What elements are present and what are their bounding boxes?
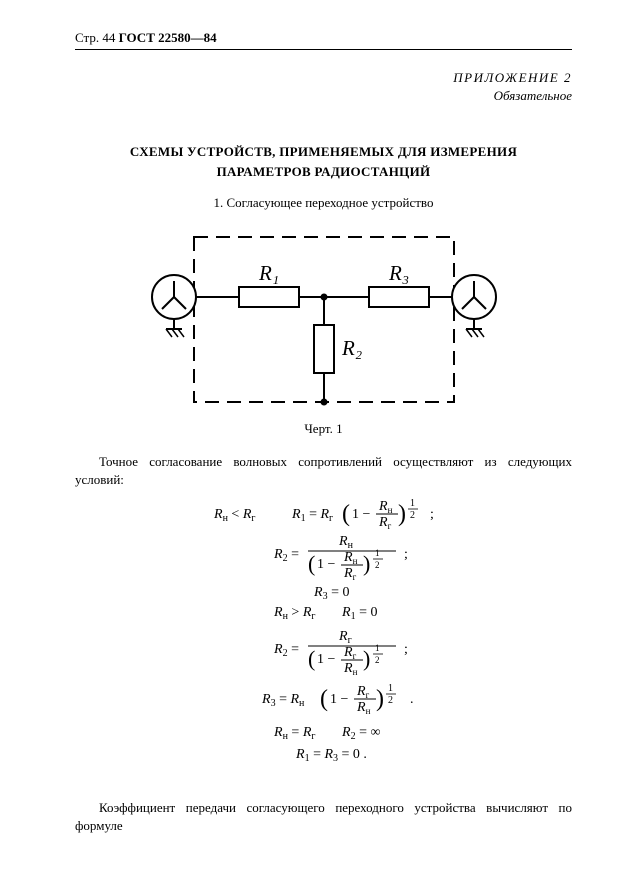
svg-text:): ) <box>398 501 406 527</box>
svg-text:;: ; <box>404 642 408 657</box>
svg-text:Rн: Rн <box>356 700 371 716</box>
equations-svg: Rн < Rг R1 = Rг ( 1 − Rн Rг ) 1 2 ; R2 =… <box>174 498 474 783</box>
svg-text:Rг: Rг <box>343 566 357 582</box>
svg-text:R2 =: R2 = <box>273 547 299 564</box>
r1-resistor <box>239 287 299 307</box>
svg-text:(: ( <box>320 686 328 712</box>
svg-text:): ) <box>363 551 370 576</box>
r1-label: R₁ <box>258 261 279 285</box>
svg-text:Rн: Rн <box>343 550 358 566</box>
section-subtitle: 1. Согласующее переходное устройство <box>75 195 572 211</box>
paragraph-2: Коэффициент передачи согласующего перехо… <box>75 799 572 834</box>
svg-text:Rн > Rг: Rн > Rг <box>273 605 316 622</box>
svg-text:Rн < Rг: Rн < Rг <box>213 507 256 524</box>
svg-text:2: 2 <box>375 655 380 665</box>
title-line2: ПАРАМЕТРОВ РАДИОСТАНЦИЙ <box>217 164 431 179</box>
annex-mandatory: Обязательное <box>75 88 572 104</box>
svg-text:(: ( <box>342 501 350 527</box>
svg-text:Rг: Rг <box>338 629 352 646</box>
svg-text:Rн: Rн <box>338 534 354 551</box>
r2-label: R₂ <box>341 336 362 360</box>
svg-text:;: ; <box>430 507 434 522</box>
svg-text:R1 = Rг: R1 = Rг <box>291 507 333 524</box>
circuit-diagram: R₁ R₃ R₂ <box>144 225 504 415</box>
svg-text:Rг: Rг <box>378 515 392 531</box>
svg-text:1: 1 <box>375 643 380 653</box>
paragraph-1: Точное согласование волновых сопротивлен… <box>75 453 572 488</box>
svg-text:Rг: Rг <box>356 684 370 700</box>
title-line1: СХЕМЫ УСТРОЙСТВ, ПРИМЕНЯЕМЫХ ДЛЯ ИЗМЕРЕН… <box>130 144 517 159</box>
svg-text:1 −: 1 − <box>317 652 336 667</box>
svg-text:2: 2 <box>410 510 415 521</box>
svg-text:1: 1 <box>410 498 415 509</box>
svg-text:R2 = ∞: R2 = ∞ <box>341 725 380 742</box>
svg-text:2: 2 <box>375 560 380 570</box>
svg-text:R1 = 0: R1 = 0 <box>341 605 377 622</box>
svg-text:1: 1 <box>375 548 380 558</box>
svg-text:.: . <box>410 692 414 707</box>
svg-text:1 −: 1 − <box>352 507 371 522</box>
svg-text:Rн = Rг: Rн = Rг <box>273 725 316 742</box>
svg-text:(: ( <box>308 551 315 576</box>
svg-text:): ) <box>363 646 370 671</box>
svg-text:1 −: 1 − <box>317 557 336 572</box>
bottom-node <box>320 399 327 406</box>
svg-text:2: 2 <box>388 695 393 706</box>
svg-text:R3 = Rн: R3 = Rн <box>261 692 305 709</box>
svg-text:): ) <box>376 686 384 712</box>
page-number: Стр. 44 <box>75 30 115 45</box>
equations-block: Rн < Rг R1 = Rг ( 1 − Rн Rг ) 1 2 ; R2 =… <box>75 498 572 783</box>
header-rule <box>75 49 572 50</box>
svg-text:;: ; <box>404 547 408 562</box>
r3-label: R₃ <box>388 261 409 285</box>
annex-label: ПРИЛОЖЕНИЕ 2 <box>75 70 572 86</box>
svg-text:Rн: Rн <box>343 661 358 677</box>
r3-resistor <box>369 287 429 307</box>
svg-text:Rг: Rг <box>343 645 357 661</box>
svg-text:Rн: Rн <box>378 499 393 515</box>
main-title: СХЕМЫ УСТРОЙСТВ, ПРИМЕНЯЕМЫХ ДЛЯ ИЗМЕРЕН… <box>75 142 572 181</box>
svg-text:R1 = R3 = 0 .: R1 = R3 = 0 . <box>295 747 367 764</box>
page-header: Стр. 44 ГОСТ 22580—84 <box>75 30 572 46</box>
svg-text:R2 =: R2 = <box>273 642 299 659</box>
r2-resistor <box>314 325 334 373</box>
standard-code: ГОСТ 22580—84 <box>119 30 217 45</box>
svg-text:1: 1 <box>388 683 393 694</box>
svg-text:R3 = 0: R3 = 0 <box>313 585 349 602</box>
svg-text:(: ( <box>308 646 315 671</box>
svg-text:1 −: 1 − <box>330 692 349 707</box>
page: Стр. 44 ГОСТ 22580—84 ПРИЛОЖЕНИЕ 2 Обяза… <box>0 0 627 881</box>
figure-caption: Черт. 1 <box>75 421 572 437</box>
